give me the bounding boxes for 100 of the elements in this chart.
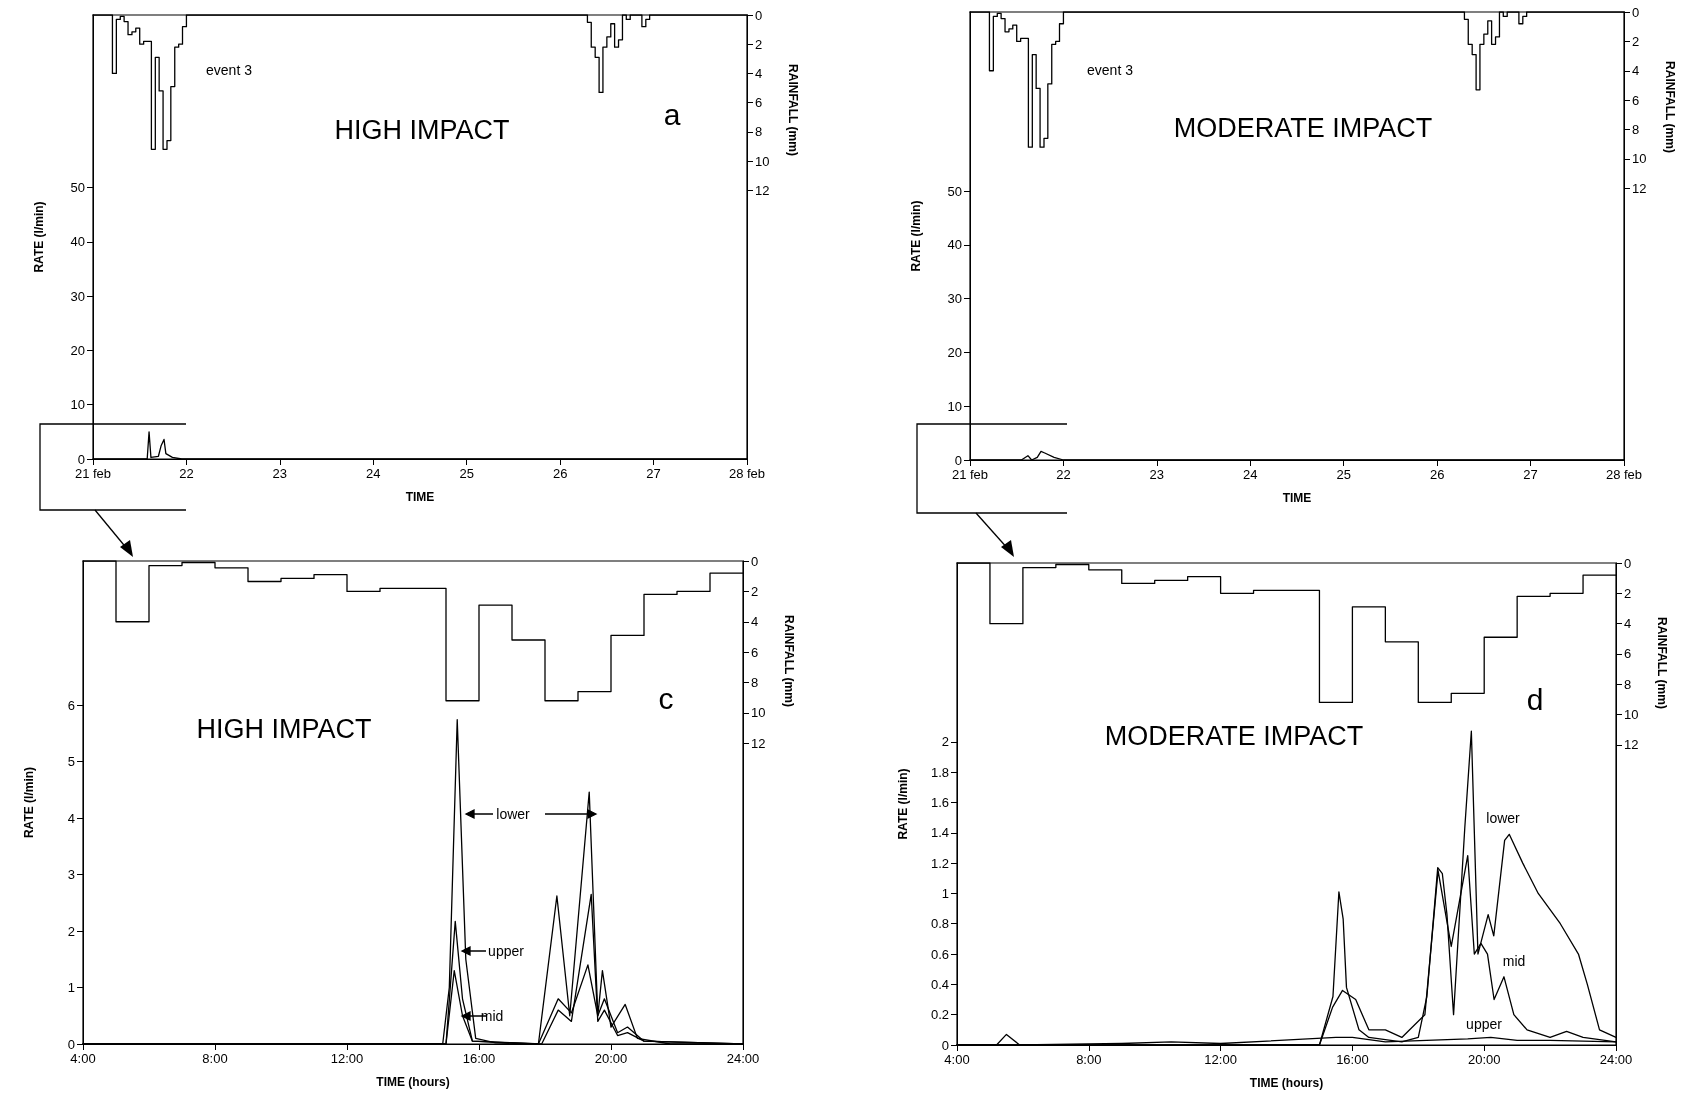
y-tick-label: 4	[67, 810, 75, 826]
x-tick-label: 4:00	[944, 1052, 970, 1067]
y-tick-label: 0.2	[930, 1007, 949, 1023]
text: HIGH IMPACT	[334, 115, 510, 145]
text: MODERATE IMPACT	[1104, 721, 1364, 751]
x-tick-label: 22	[179, 466, 194, 481]
annotation: mid	[1502, 953, 1526, 969]
y2-tick-label: 12	[1624, 737, 1639, 753]
y-axis-title: RATE (l/min)	[896, 768, 910, 840]
y-tick-label: 1	[67, 980, 75, 996]
y2-axis-title: RAINFALL (mm)	[1655, 617, 1669, 709]
annotation: mid	[480, 1008, 504, 1024]
y2-tick-label: 8	[751, 675, 759, 691]
x-tick-label: 23	[1149, 467, 1165, 482]
x-axis-title: TIME (hours)	[376, 1075, 450, 1089]
y-tick-label: 50	[947, 183, 962, 199]
y-tick-label: 1	[941, 885, 949, 901]
y-tick-label: 1.2	[930, 855, 949, 871]
y-tick-label: 1.4	[930, 825, 949, 841]
y-tick-label: 1.8	[930, 764, 949, 780]
y2-tick-label: 2	[1632, 33, 1640, 49]
y2-tick-label: 4	[1624, 616, 1632, 632]
x-axis-title: TIME	[405, 490, 435, 504]
y2-tick-label: 2	[1624, 585, 1632, 601]
annotation: upper	[1466, 1016, 1503, 1032]
y-tick-label: 2	[941, 734, 949, 750]
x-tick-label: 16:00	[1336, 1052, 1369, 1067]
x-tick-label: 24	[366, 466, 381, 481]
y-tick-label: 10	[70, 397, 85, 413]
y2-tick-label: 2	[751, 583, 759, 599]
text: c	[658, 681, 674, 715]
x-tick-label: 8:00	[202, 1051, 228, 1066]
y-tick-label: 40	[947, 237, 962, 253]
y-tick-label: 3	[67, 867, 75, 883]
y2-tick-label: 10	[751, 705, 766, 721]
x-tick-label: 25	[1336, 467, 1351, 482]
y2-axis-title: RAINFALL (mm)	[1663, 61, 1677, 153]
x-tick-label: 12:00	[1204, 1052, 1237, 1067]
y-tick-label: 0.6	[930, 946, 949, 962]
y2-tick-label: 12	[1632, 180, 1647, 196]
y-tick-label: 20	[70, 342, 85, 358]
y-tick-label: 50	[70, 180, 85, 196]
y2-tick-label: 12	[751, 735, 766, 751]
y2-tick-label: 6	[1632, 92, 1640, 108]
y-tick-label: 0.4	[930, 976, 949, 992]
x-tick-label: 25	[459, 466, 474, 481]
x-tick-label: 12:00	[330, 1051, 364, 1066]
y-tick-label: 1.6	[930, 794, 949, 810]
y2-tick-label: 6	[1624, 646, 1632, 662]
x-axis-title: TIME (hours)	[1249, 1076, 1324, 1090]
x-tick-label: 16:00	[462, 1051, 496, 1066]
y2-tick-label: 0	[1632, 4, 1640, 20]
y2-tick-label: 12	[755, 182, 770, 198]
y-axis-title: RATE (l/min)	[909, 200, 923, 272]
y2-tick-label: 6	[755, 95, 763, 111]
y2-tick-label: 10	[1632, 151, 1647, 167]
y-axis-title: RATE (l/min)	[32, 201, 46, 273]
y2-tick-label: 2	[755, 36, 763, 52]
y2-tick-label: 6	[751, 644, 759, 660]
y2-tick-label: 4	[751, 614, 759, 630]
y-tick-label: 0	[941, 1037, 949, 1053]
y2-tick-label: 8	[1624, 676, 1632, 692]
y2-tick-label: 10	[755, 153, 770, 169]
x-tick-label: 8:00	[1076, 1052, 1102, 1067]
y-axis-title: RATE (l/min)	[22, 766, 36, 839]
text: a	[663, 97, 681, 131]
x-tick-label: 20:00	[594, 1051, 628, 1066]
x-tick-label: 28 feb	[1605, 467, 1643, 482]
x-tick-label: 26	[1429, 467, 1445, 482]
x-tick-label: 28 feb	[728, 466, 766, 481]
x-tick-label: 27	[1523, 467, 1538, 482]
text: d	[1526, 682, 1544, 716]
x-tick-label: 21 feb	[74, 466, 112, 481]
text: HIGH IMPACT	[196, 714, 372, 744]
y2-tick-label: 0	[751, 553, 759, 569]
x-tick-label: 27	[646, 466, 661, 481]
y-tick-label: 6	[67, 697, 75, 713]
x-tick-label: 22	[1056, 467, 1071, 482]
x-tick-label: 4:00	[70, 1051, 96, 1066]
y2-tick-label: 4	[1632, 63, 1640, 79]
y-tick-label: 5	[67, 754, 75, 770]
y-tick-label: 40	[70, 234, 85, 250]
y2-axis-title: RAINFALL (mm)	[782, 615, 796, 707]
y-tick-label: 30	[947, 291, 962, 307]
y-tick-label: 0	[954, 452, 962, 468]
x-tick-label: 21 feb	[951, 467, 989, 482]
y2-tick-label: 10	[1624, 707, 1639, 723]
annotation: upper	[488, 943, 525, 959]
y-tick-label: 0	[67, 1036, 75, 1052]
text: MODERATE IMPACT	[1173, 113, 1433, 143]
y-tick-label: 0.8	[930, 916, 949, 932]
x-tick-label: 23	[272, 466, 288, 481]
x-tick-label: 26	[552, 466, 568, 481]
y-tick-label: 30	[70, 288, 85, 304]
y2-tick-label: 4	[755, 65, 763, 81]
y-tick-label: 20	[947, 344, 962, 360]
y2-tick-label: 0	[1624, 555, 1632, 571]
x-tick-label: 20:00	[1467, 1052, 1501, 1067]
x-axis-title: TIME	[1282, 491, 1312, 505]
annotation: lower	[1486, 810, 1521, 826]
